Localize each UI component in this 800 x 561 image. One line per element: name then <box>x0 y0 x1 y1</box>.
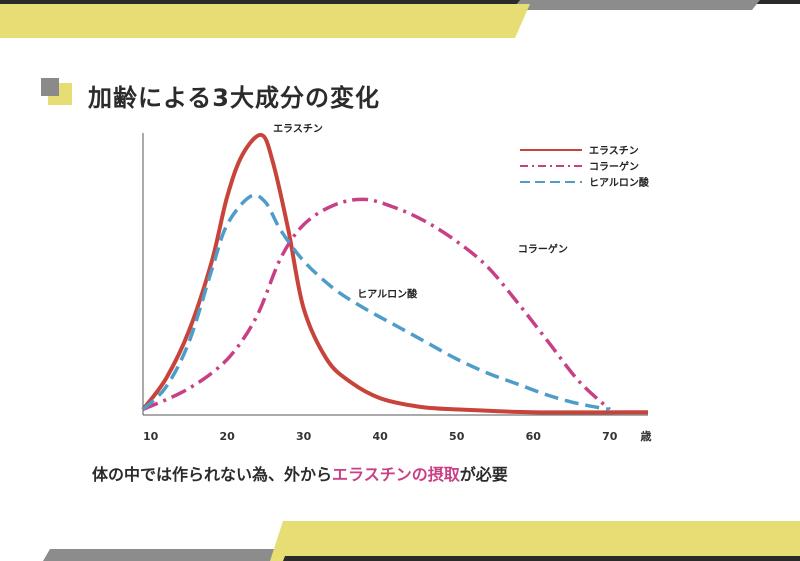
bottom-decoration <box>43 521 800 561</box>
x-tick-label: 60 <box>526 430 542 443</box>
top-gray-band <box>512 0 760 10</box>
x-tick-label: 50 <box>449 430 465 443</box>
series-line-2 <box>142 197 611 412</box>
caption-text-end: が必要 <box>459 465 508 484</box>
bottom-dark-band <box>283 556 800 561</box>
title-marker-gray <box>41 78 59 96</box>
caption-text: 体の中では作られない為、外から <box>92 465 333 484</box>
series-annotation: ヒアルロン酸 <box>357 287 418 300</box>
x-tick-label: 40 <box>373 430 389 443</box>
series-annotation: コラーゲン <box>518 243 568 256</box>
top-yellow-band <box>0 4 530 38</box>
legend-entry: コラーゲン <box>589 160 639 173</box>
x-tick-label: 70 <box>602 430 618 443</box>
legend-entry: ヒアルロン酸 <box>589 176 650 189</box>
chart-series <box>141 132 649 415</box>
x-tick-label: 20 <box>220 430 236 443</box>
bottom-gray-band <box>43 549 290 561</box>
slide-title: 加齢による3大成分の変化 <box>88 84 380 112</box>
series-line-3 <box>141 193 611 412</box>
series-annotation: エラスチン <box>273 123 323 135</box>
chart-axes <box>142 133 648 416</box>
bottom-yellow-band <box>270 521 800 561</box>
legend-entry: エラスチン <box>589 145 639 157</box>
series-line-1 <box>141 132 649 415</box>
x-tick-label: 30 <box>296 430 312 443</box>
x-unit-label: 歳 <box>641 429 652 443</box>
caption: 体の中では作られない為、外からエラスチンの摂取が必要 <box>92 461 508 485</box>
x-tick-label: 10 <box>143 430 159 443</box>
top-decoration <box>0 0 800 38</box>
chart-x-ticks: 10 20 30 40 50 60 70 歳 <box>143 429 652 443</box>
caption-highlight: エラスチンの摂取 <box>332 465 460 484</box>
